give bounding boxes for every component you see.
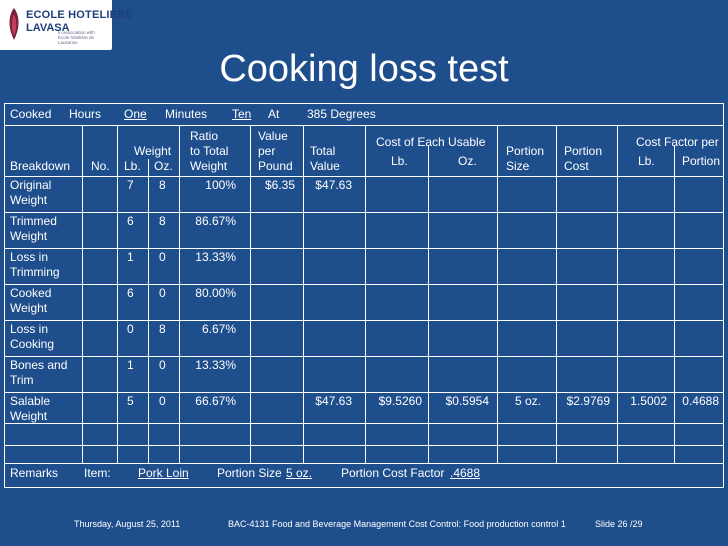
cost-usable-header: Cost of Each Usable bbox=[376, 135, 486, 149]
cost-oz-header: Oz. bbox=[458, 154, 477, 168]
ratio-header-3: Weight bbox=[190, 159, 228, 173]
cell-lb: 6 bbox=[127, 214, 134, 228]
cell-l1: Bones and bbox=[10, 358, 68, 372]
logo-tagline: In association with Ecole hôtelière de L… bbox=[58, 30, 95, 45]
ratio-header-1: Ratio bbox=[190, 129, 219, 143]
cell-oz: 0 bbox=[159, 286, 166, 300]
footer-date: Thursday, August 25, 2011 bbox=[74, 519, 181, 529]
cell-ratio: 66.67% bbox=[195, 394, 236, 408]
cell-total: $47.63 bbox=[315, 178, 352, 192]
cell-portion-size: 5 oz. bbox=[514, 394, 541, 408]
cell-vpp: $6.35 bbox=[264, 178, 295, 192]
table-grid-lines bbox=[4, 103, 724, 488]
cell-l1: Loss in bbox=[10, 250, 49, 264]
cell-oz: 0 bbox=[159, 358, 166, 372]
cell-l2: Weight bbox=[10, 301, 48, 315]
cell-oz: 0 bbox=[159, 250, 166, 264]
cell-l2: Trim bbox=[10, 373, 34, 387]
cell-oz: 0 bbox=[159, 394, 166, 408]
portion-cost-factor-label: Portion Cost Factor bbox=[341, 466, 445, 480]
portion-cost-header-1: Portion bbox=[564, 144, 603, 158]
cell-oz: 8 bbox=[159, 322, 166, 336]
total-header-2: Value bbox=[310, 159, 340, 173]
degrees-label: 385 Degrees bbox=[307, 107, 376, 121]
cell-lb: 1 bbox=[127, 250, 134, 264]
minutes-value: Ten bbox=[232, 107, 252, 121]
cooked-label: Cooked bbox=[10, 107, 52, 121]
factor-lb-header: Lb. bbox=[638, 154, 655, 168]
footer-course: BAC-4131 Food and Beverage Management Co… bbox=[228, 519, 566, 529]
footer-slide-number: Slide 26 /29 bbox=[595, 519, 643, 529]
hours-label: Hours bbox=[69, 107, 102, 121]
cell-ratio: 13.33% bbox=[195, 250, 236, 264]
cell-l2: Weight bbox=[10, 229, 48, 243]
cell-l1: Cooked bbox=[10, 286, 52, 300]
logo-emblem-icon bbox=[9, 8, 19, 40]
cell-factor-portion: 0.4688 bbox=[682, 394, 719, 408]
cell-l2: Weight bbox=[10, 409, 48, 423]
breakdown-header: Breakdown bbox=[10, 159, 71, 173]
total-header-1: Total bbox=[310, 144, 336, 158]
factor-header: Cost Factor per bbox=[636, 135, 719, 149]
cell-ratio: 100% bbox=[205, 178, 236, 192]
cell-ratio: 80.00% bbox=[195, 286, 236, 300]
cell-cost-oz: $0.5954 bbox=[445, 394, 489, 408]
cell-ratio: 6.67% bbox=[201, 322, 236, 336]
minutes-label: Minutes bbox=[165, 107, 208, 121]
item-label: Item: bbox=[84, 466, 111, 480]
cell-l1: Original bbox=[10, 178, 52, 192]
lb-header: Lb. bbox=[124, 159, 141, 173]
portion-size-label: Portion Size bbox=[217, 466, 282, 480]
cell-portion-cost: $2.9769 bbox=[566, 394, 610, 408]
oz-header: Oz. bbox=[154, 159, 173, 173]
portion-cost-header-2: Cost bbox=[564, 159, 589, 173]
cell-total: $47.63 bbox=[315, 394, 352, 408]
cost-lb-header: Lb. bbox=[391, 154, 408, 168]
value-header-3: Pound bbox=[258, 159, 293, 173]
cell-l2: Cooking bbox=[10, 337, 55, 351]
cell-ratio: 86.67% bbox=[195, 214, 236, 228]
school-logo: ECOLE HOTELIERE LAVASA In association wi… bbox=[0, 0, 133, 50]
no-header: No. bbox=[91, 159, 110, 173]
cell-factor-lb: 1.5002 bbox=[630, 394, 667, 408]
portion-size-value: 5 oz. bbox=[286, 466, 313, 480]
logo-line2: LAVASA bbox=[26, 22, 70, 34]
weight-header: Weight bbox=[134, 144, 172, 158]
cell-oz: 8 bbox=[159, 214, 166, 228]
at-label: At bbox=[268, 107, 280, 121]
cell-oz: 8 bbox=[159, 178, 166, 192]
cell-l2: Trimming bbox=[10, 265, 60, 279]
ratio-header-2: to Total bbox=[190, 144, 229, 158]
cell-cost-lb: $9.5260 bbox=[378, 394, 422, 408]
factor-portion-header: Portion bbox=[682, 154, 721, 168]
cell-lb: 0 bbox=[127, 322, 134, 336]
cell-l1: Loss in bbox=[10, 322, 49, 336]
cell-l1: Trimmed bbox=[10, 214, 57, 228]
portion-size-header-2: Size bbox=[506, 159, 530, 173]
cell-lb: 7 bbox=[127, 178, 134, 192]
value-header-2: per bbox=[258, 144, 276, 158]
hours-value: One bbox=[124, 107, 147, 121]
cell-l2: Weight bbox=[10, 193, 48, 207]
cooking-loss-table: Cooked Hours One Minutes Ten At 385 Degr… bbox=[0, 103, 728, 488]
cell-ratio: 13.33% bbox=[195, 358, 236, 372]
portion-cost-factor-value: .4688 bbox=[450, 466, 481, 480]
cell-l1: Salable bbox=[10, 394, 51, 408]
cell-lb: 6 bbox=[127, 286, 134, 300]
value-header-1: Value bbox=[258, 129, 288, 143]
cell-lb: 1 bbox=[127, 358, 134, 372]
item-value: Pork Loin bbox=[138, 466, 189, 480]
cell-lb: 5 bbox=[127, 394, 134, 408]
remarks-label: Remarks bbox=[10, 466, 59, 480]
slide-title: Cooking loss test bbox=[219, 48, 509, 90]
portion-size-header-1: Portion bbox=[506, 144, 545, 158]
logo-line1: ECOLE HOTELIERE bbox=[26, 9, 133, 21]
